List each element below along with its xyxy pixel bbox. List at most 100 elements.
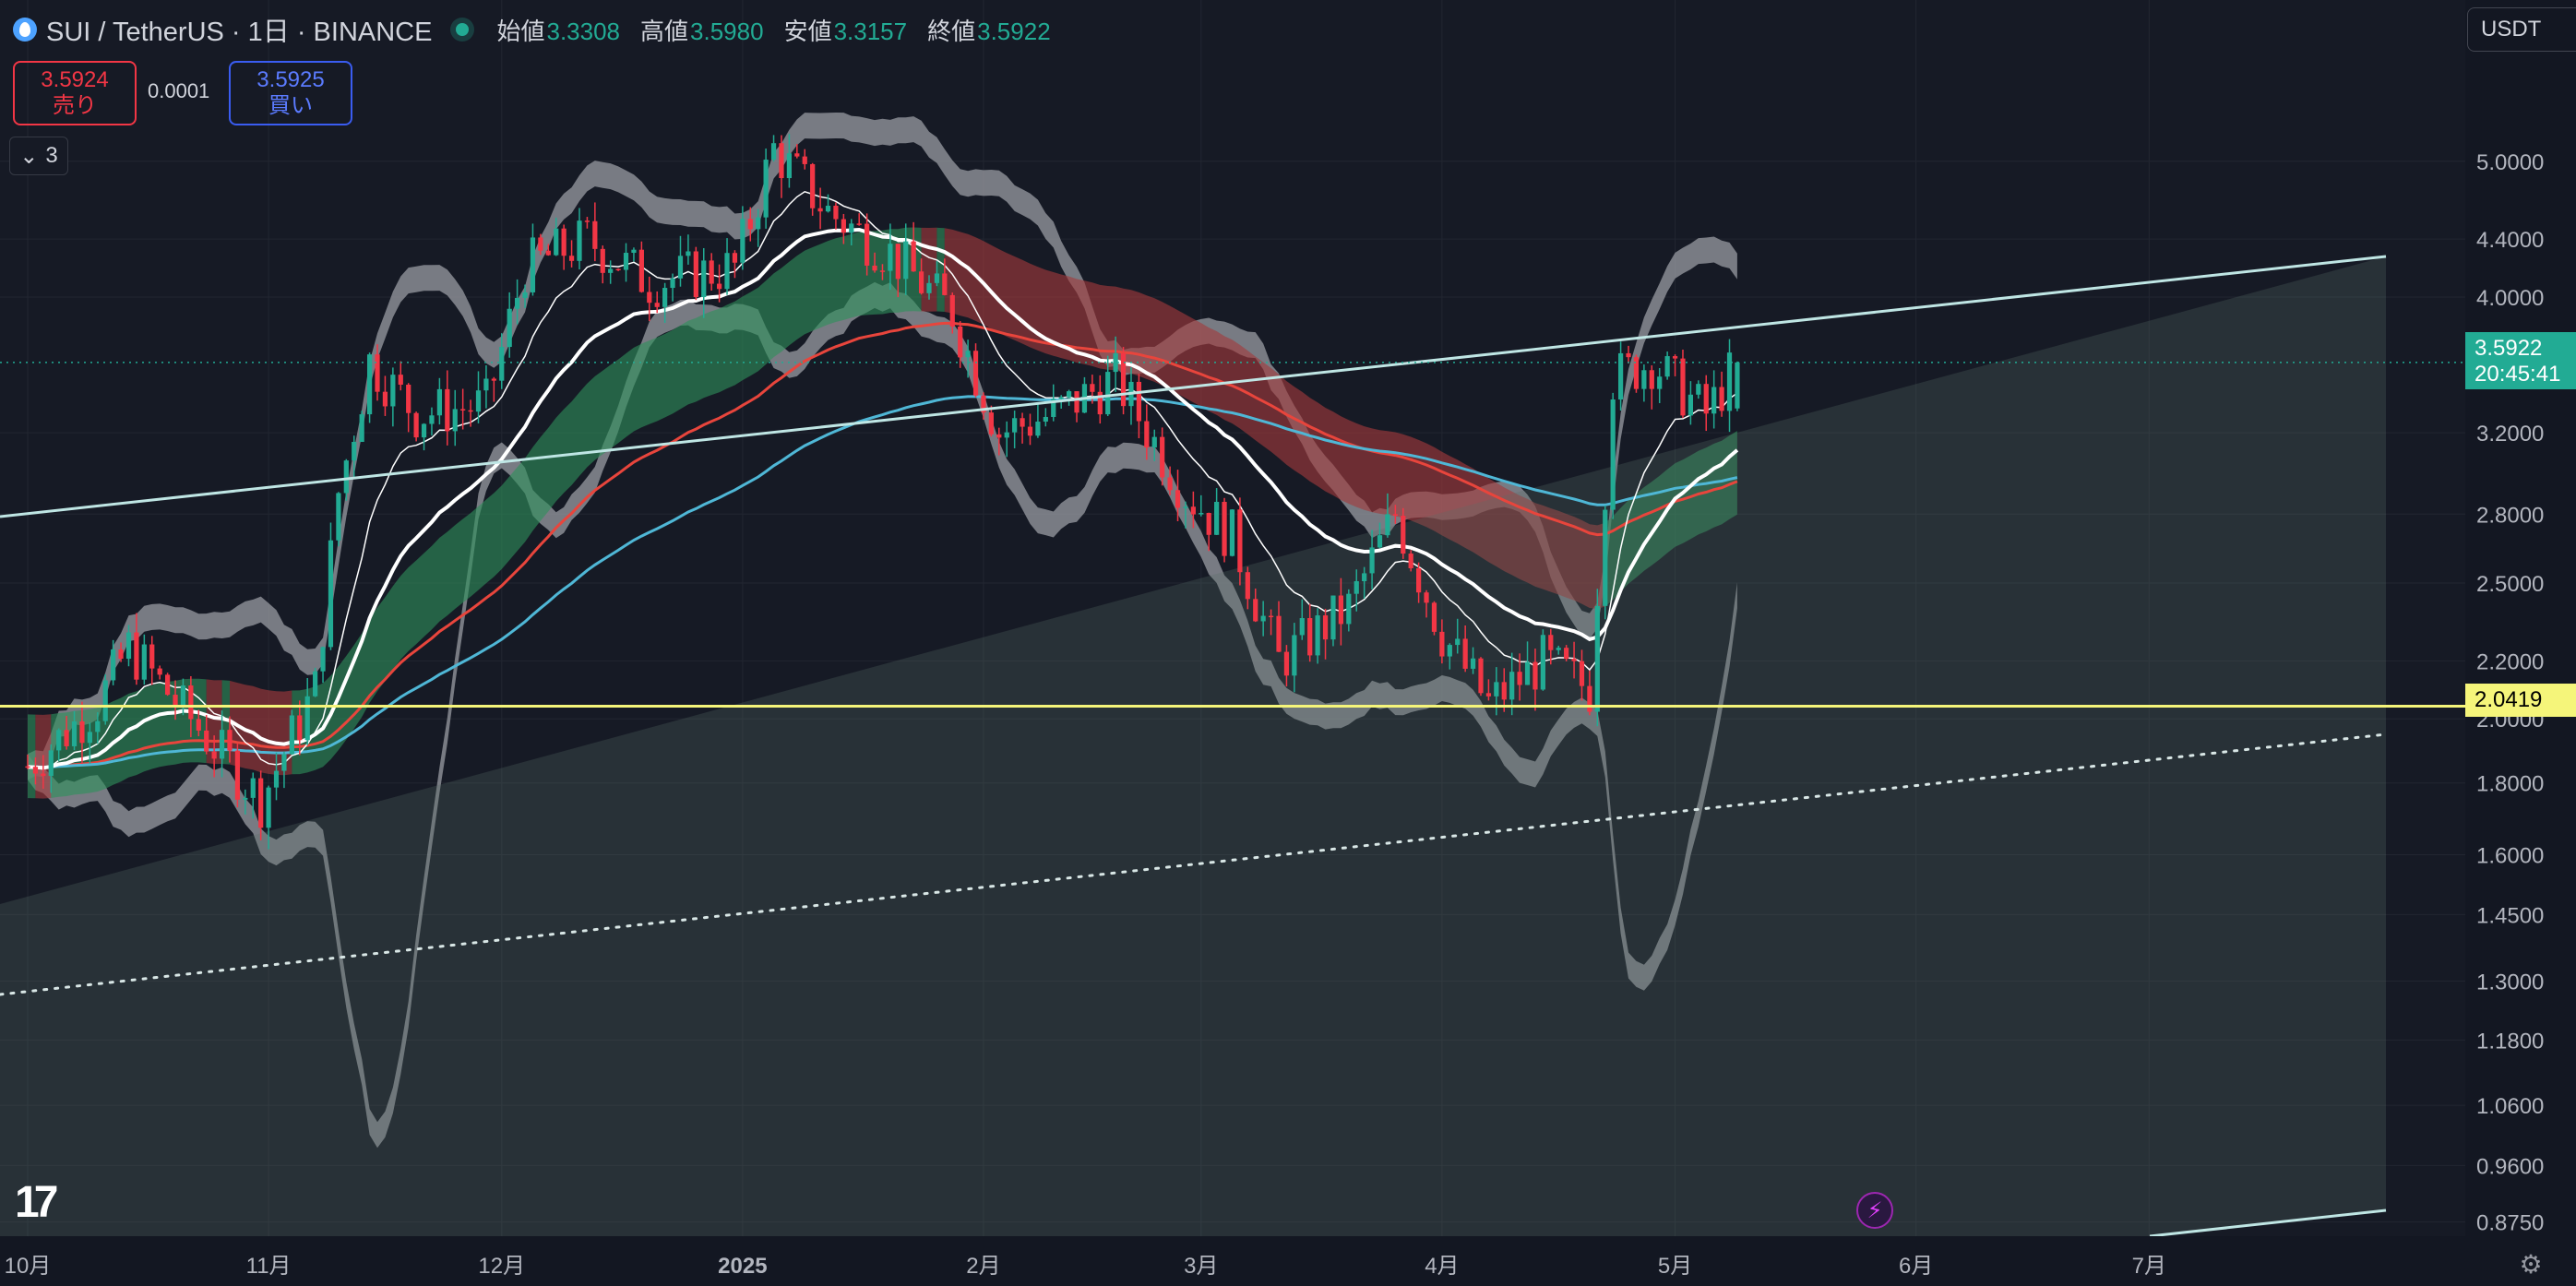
candle-body	[1058, 397, 1064, 399]
current-price-tag: 3.5922 20:45:41	[2465, 332, 2576, 389]
candle-body	[949, 294, 955, 327]
lightning-icon[interactable]: ⚡	[1856, 1192, 1893, 1229]
candle-body	[281, 754, 287, 771]
price-axis-bg	[2465, 0, 2576, 1286]
candle-body	[888, 244, 893, 271]
candle-body	[779, 143, 784, 179]
candle-body	[1377, 535, 1383, 548]
ema-white-thin-line	[27, 190, 1738, 770]
candle-body	[1051, 399, 1056, 417]
candle-body	[204, 730, 209, 752]
candle-body	[724, 253, 730, 290]
lower-band	[28, 281, 1737, 1149]
currency-label: USDT	[2481, 17, 2542, 42]
candle-body	[530, 237, 536, 292]
gear-icon[interactable]: ⚙	[2519, 1250, 2543, 1279]
candle-body	[25, 766, 30, 768]
symbol-title[interactable]: SUI / TetherUS · 1日 · BINANCE	[46, 18, 433, 47]
candle-body	[686, 251, 691, 256]
time-tick-label: 2025	[718, 1254, 767, 1279]
symbol-header[interactable]: SUI / TetherUS · 1日 · BINANCE 始値3.3308 高…	[13, 13, 1051, 47]
price-tick-label: 0.9600	[2476, 1154, 2544, 1179]
candle-body	[1369, 547, 1375, 574]
candle-body	[623, 253, 629, 270]
candle-body	[732, 253, 738, 263]
time-tick-label: 12月	[478, 1254, 525, 1279]
candle-body	[1027, 426, 1033, 436]
candle-body	[872, 265, 877, 271]
candle-body	[359, 414, 364, 443]
candle-body	[756, 217, 761, 230]
candle-body	[965, 351, 971, 358]
candle-body	[413, 412, 419, 438]
candle-body	[475, 390, 482, 412]
candle-body	[234, 750, 241, 800]
candle-body	[188, 685, 194, 720]
candle-body	[243, 797, 248, 800]
candle-body	[1501, 682, 1507, 700]
market-status-icon	[456, 23, 470, 36]
candle-body	[849, 223, 854, 233]
candle-body	[250, 778, 256, 798]
candle-body	[313, 671, 318, 697]
price-tick-label: 4.0000	[2476, 286, 2544, 311]
sell-button[interactable]: 3.5924 売り	[13, 61, 137, 125]
candle-body	[445, 388, 450, 432]
close-label: 終値	[927, 17, 976, 45]
tradingview-logo-icon[interactable]: 17	[15, 1178, 58, 1227]
currency-select[interactable]: USDT	[2467, 7, 2576, 52]
candle-body	[406, 384, 411, 413]
time-tick-label: 6月	[1899, 1254, 1933, 1279]
chevron-down-icon: ⌄	[19, 143, 39, 169]
candle-body	[1447, 645, 1452, 657]
candle-body	[988, 412, 994, 435]
candle-body	[141, 644, 147, 680]
candle-body	[647, 292, 652, 304]
candle-body	[538, 237, 543, 251]
horizontal-line-price-tag[interactable]: 2.0419	[2465, 684, 2576, 717]
candle-body	[1245, 572, 1250, 600]
candle-body	[911, 241, 916, 272]
candle-body	[87, 732, 92, 744]
candle-body	[1004, 432, 1009, 438]
sell-label: 売り	[53, 93, 97, 118]
candle-body	[1299, 618, 1305, 636]
candle-body	[810, 163, 816, 208]
time-axis: 10月 11月 12月 2025 2月 3月 4月 5月 6月 7月	[0, 1236, 2465, 1286]
ohlc-values: 始値3.3308 高値3.5980 安値3.3157 終値3.5922	[496, 13, 1050, 47]
candle-body	[328, 540, 334, 648]
indicators-toggle-button[interactable]: ⌄ 3	[9, 137, 68, 175]
candle-body	[1151, 436, 1157, 448]
candle-body	[343, 460, 349, 494]
candle-body	[568, 256, 575, 261]
candle-body	[545, 250, 551, 256]
candle-body	[1268, 615, 1274, 618]
buy-button[interactable]: 3.5925 買い	[229, 61, 352, 125]
candle-body	[794, 153, 800, 157]
candle-body	[770, 143, 777, 161]
candle-body	[336, 493, 341, 541]
candle-body	[592, 220, 598, 249]
price-tick-label: 1.0600	[2476, 1094, 2544, 1119]
candle-body	[1571, 659, 1577, 661]
candle-body	[468, 410, 473, 412]
candle-body	[1556, 648, 1561, 650]
candle-body	[320, 647, 326, 672]
candle-body	[631, 249, 637, 254]
price-tick-label: 2.8000	[2476, 503, 2544, 528]
candle-body	[211, 751, 217, 759]
candle-body	[111, 649, 116, 681]
candle-body	[507, 308, 512, 348]
candle-body	[1532, 661, 1538, 690]
candle-body	[740, 219, 745, 263]
candle-body	[654, 303, 660, 307]
time-tick-label: 2月	[966, 1254, 1000, 1279]
candle-body	[1470, 658, 1476, 669]
candle-body	[1579, 661, 1585, 686]
candle-body	[1401, 516, 1406, 554]
candle-body	[1424, 592, 1429, 603]
candle-body	[102, 680, 108, 721]
candle-body	[972, 351, 979, 396]
candle-countdown: 20:45:41	[2475, 362, 2561, 387]
